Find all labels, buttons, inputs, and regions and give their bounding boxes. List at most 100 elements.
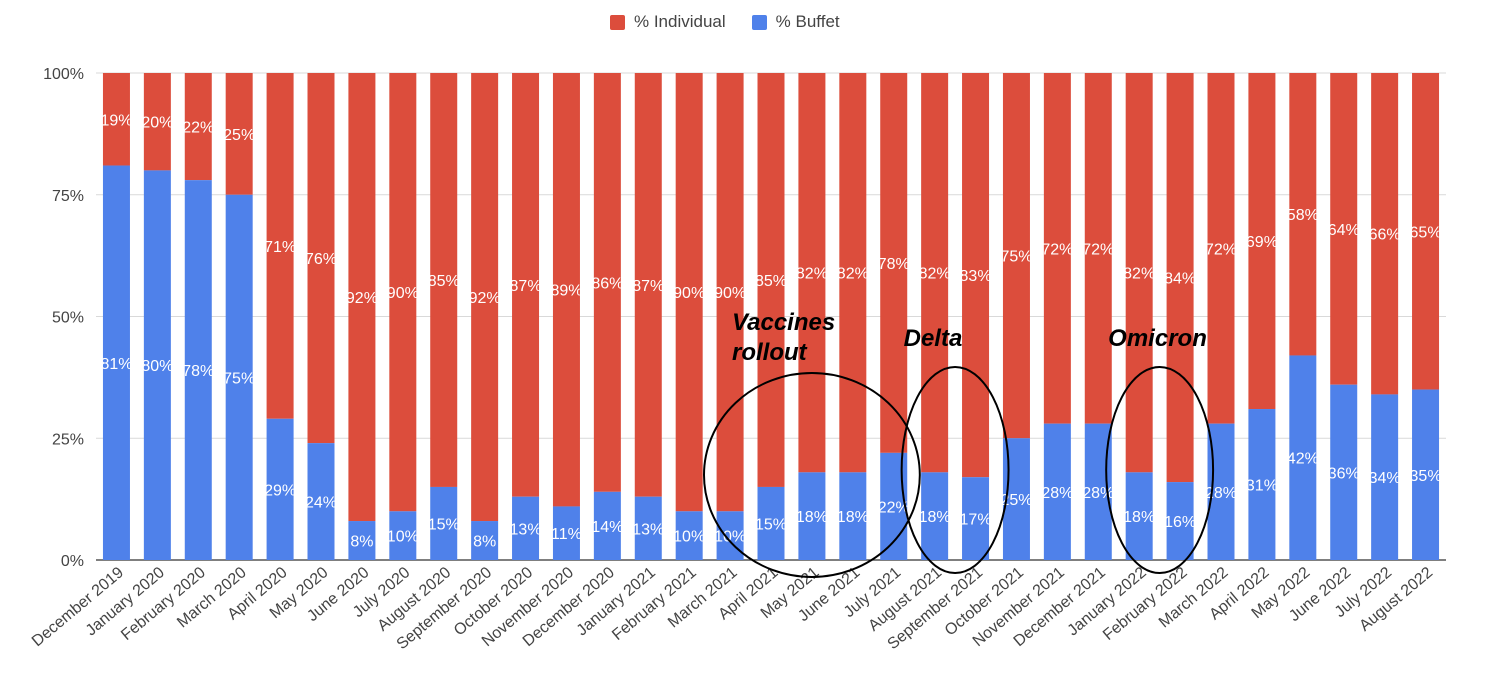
bar-individual [389,73,417,512]
data-label-individual: 89% [550,283,582,300]
data-label-individual: 92% [346,290,378,307]
bar-buffet [1330,384,1358,560]
data-label-individual: 72% [1082,241,1114,258]
bar-buffet [716,511,744,560]
bar-buffet [512,496,540,560]
data-label-individual: 69% [1246,234,1278,251]
data-label-buffet: 28% [1041,485,1073,502]
legend-swatch-buffet [751,14,767,30]
data-label-buffet: 24% [305,495,337,512]
data-label-individual: 90% [714,285,746,302]
data-label-individual: 64% [1328,222,1360,239]
legend-label-buffet: % Buffet [775,12,840,31]
bar-buffet [962,477,990,560]
annotation-ellipse [1105,366,1215,574]
bar-buffet [757,486,785,560]
chart-legend: % Individual % Buffet [610,12,840,32]
bar-individual [348,73,376,522]
bar-individual [798,73,826,473]
bar-buffet [921,472,949,560]
data-label-buffet: 14% [591,519,623,536]
legend-item-buffet: % Buffet [751,12,840,32]
data-label-individual: 72% [1041,241,1073,258]
bar-individual [143,73,171,171]
data-label-buffet: 29% [264,482,296,499]
data-label-buffet: 28% [1205,485,1237,502]
bar-individual [1330,73,1358,385]
bar-buffet [184,180,212,560]
data-label-buffet: 15% [755,516,787,533]
bar-buffet [143,170,171,560]
data-label-individual: 71% [264,239,296,256]
bar-buffet [593,491,621,560]
bar-buffet [266,418,294,560]
data-label-buffet: 18% [919,509,951,526]
bar-individual [757,73,785,487]
annotation-ellipse [900,366,1010,574]
bar-individual [880,73,908,453]
data-label-individual: 65% [1410,224,1442,241]
bar-individual [552,73,580,507]
bar-individual [1289,73,1317,356]
data-label-buffet: 35% [1410,468,1442,485]
data-label-individual: 72% [1205,241,1237,258]
data-label-buffet: 28% [1082,485,1114,502]
data-label-buffet: 15% [428,516,460,533]
bar-individual [1248,73,1276,410]
data-label-buffet: 8% [473,534,496,551]
annotation-label: Omicron [1108,325,1207,352]
data-label-individual: 76% [305,251,337,268]
data-label-individual: 82% [1123,266,1155,283]
data-label-individual: 92% [469,290,501,307]
y-tick-label: 25% [52,431,84,448]
bar-buffet [1043,423,1071,560]
data-label-individual: 19% [100,112,132,129]
bar-buffet [552,506,580,560]
bar-buffet [389,511,417,560]
bar-individual [716,73,744,512]
y-tick-label: 50% [52,310,84,327]
bar-individual [1371,73,1399,395]
y-tick-label: 0% [61,553,84,570]
bar-buffet [1166,482,1194,560]
legend-label-individual: % Individual [634,12,726,31]
bar-buffet [1248,409,1276,560]
bar-individual [962,73,990,478]
data-label-buffet: 78% [182,363,214,380]
data-label-individual: 86% [591,275,623,292]
bar-buffet [675,511,703,560]
bar-individual [307,73,335,444]
bar-individual [921,73,949,473]
data-label-individual: 84% [1164,271,1196,288]
data-label-buffet: 36% [1328,465,1360,482]
bar-individual [593,73,621,492]
data-label-individual: 78% [878,256,910,273]
data-label-individual: 90% [387,285,419,302]
data-label-buffet: 10% [673,529,705,546]
data-label-individual: 82% [919,266,951,283]
data-label-buffet: 13% [510,521,542,538]
bar-buffet [430,486,458,560]
bar-buffet [1371,394,1399,560]
data-label-buffet: 11% [551,526,582,543]
bar-individual [266,73,294,419]
data-label-individual: 90% [673,285,705,302]
bar-buffet [634,496,662,560]
bar-individual [1043,73,1071,424]
bar-individual [1002,73,1030,439]
data-label-individual: 25% [223,127,255,144]
bar-individual [1084,73,1112,424]
data-label-buffet: 8% [350,534,373,551]
bar-individual [675,73,703,512]
data-label-individual: 87% [632,278,664,295]
bar-individual [839,73,867,473]
data-label-buffet: 81% [100,356,132,373]
bar-individual [1125,73,1153,473]
annotation-ellipse [703,372,921,578]
bar-buffet [839,472,867,560]
bar-buffet [102,165,130,560]
bar-buffet [348,521,376,560]
bar-buffet [1289,355,1317,560]
data-label-buffet: 10% [714,529,746,546]
legend-swatch-individual [610,14,625,30]
